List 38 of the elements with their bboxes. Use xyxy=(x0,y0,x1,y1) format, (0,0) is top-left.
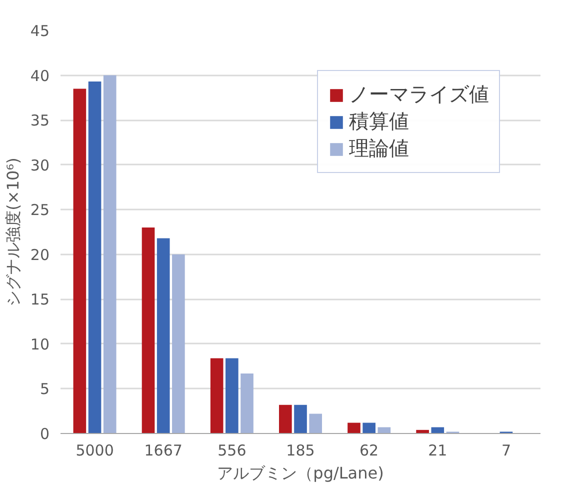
bar xyxy=(88,82,102,434)
y-tick-label: 35 xyxy=(30,112,50,130)
x-tick-label: 1667 xyxy=(144,442,182,460)
bar xyxy=(172,254,185,434)
bar xyxy=(294,404,307,434)
legend-label: 積算値 xyxy=(349,108,409,135)
x-tick-label: 185 xyxy=(286,442,315,460)
y-tick-label: 15 xyxy=(30,290,50,309)
bar xyxy=(378,427,391,434)
bar xyxy=(103,75,116,434)
y-tick-label: 5 xyxy=(40,380,50,398)
y-tick-label: 45 xyxy=(30,22,50,40)
bar xyxy=(142,228,155,434)
bar xyxy=(348,422,360,434)
x-tick-label: 556 xyxy=(218,442,246,460)
y-tick-label: 25 xyxy=(30,201,50,220)
bar xyxy=(309,414,322,434)
y-axis-title: シグナル強度(×10⁶) xyxy=(3,158,22,306)
bar xyxy=(431,427,444,434)
bar xyxy=(210,358,224,434)
y-tick-label: 20 xyxy=(30,246,50,264)
y-tick-label: 10 xyxy=(30,335,50,354)
bar xyxy=(279,404,292,434)
x-tick-label: 7 xyxy=(501,442,511,460)
bar xyxy=(226,358,238,434)
legend-label: 理論値 xyxy=(349,135,409,162)
legend-label: ノーマライズ値 xyxy=(349,81,489,108)
bar xyxy=(73,88,86,434)
bar xyxy=(362,422,376,434)
x-axis-title: アルブミン（pg/Lane) xyxy=(217,464,384,482)
y-tick-label: 40 xyxy=(30,66,50,85)
bar xyxy=(240,374,254,434)
x-tick-label: 21 xyxy=(428,442,448,460)
y-tick-label: 30 xyxy=(30,156,50,174)
y-tick-label: 0 xyxy=(40,425,50,443)
x-tick-label: 62 xyxy=(360,442,379,460)
x-tick-label: 5000 xyxy=(76,442,114,460)
bar xyxy=(156,238,170,434)
